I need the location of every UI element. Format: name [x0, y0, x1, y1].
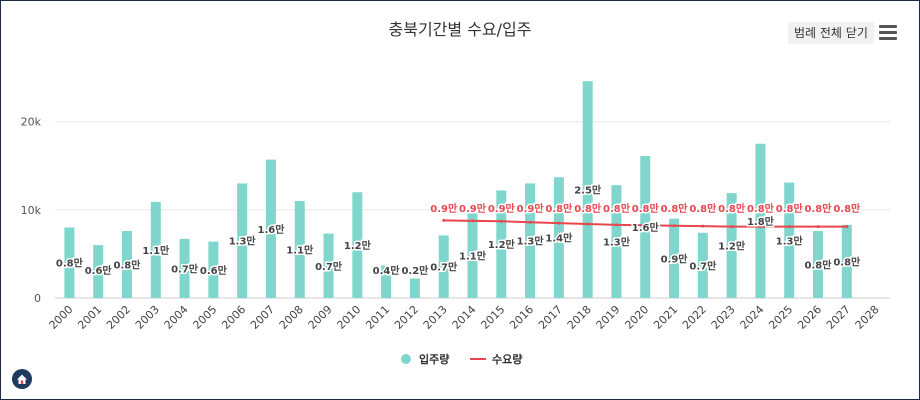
home-icon[interactable] [12, 369, 32, 389]
hamburger-menu-icon[interactable] [879, 25, 897, 41]
legend-toggle-button[interactable]: 범례 전체 닫기 [788, 22, 874, 44]
